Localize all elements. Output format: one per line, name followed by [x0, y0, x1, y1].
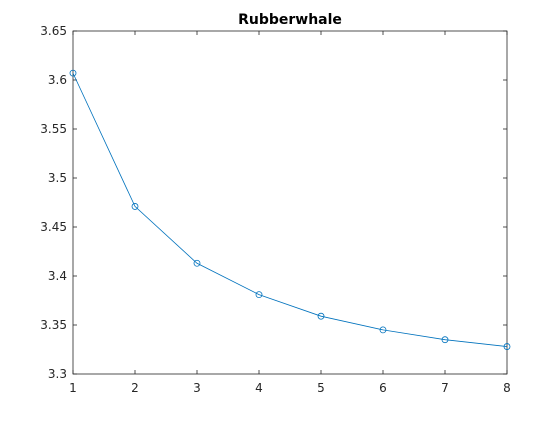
x-tick-label: 7 [441, 381, 449, 395]
chart-title: Rubberwhale [238, 12, 342, 28]
data-point-marker [379, 326, 387, 334]
series-layer [69, 69, 511, 350]
x-axis-ticks: 1 2 3 4 5 6 7 8 [69, 31, 511, 395]
data-point-marker [503, 343, 511, 350]
data-point-marker [317, 312, 325, 320]
axes-box [72, 30, 508, 375]
y-tick-label: 3.6 [48, 73, 67, 87]
y-tick-label: 3.3 [48, 367, 67, 381]
y-tick-label: 3.55 [40, 122, 67, 136]
data-point-marker [193, 259, 201, 267]
x-tick-label: 2 [131, 381, 139, 395]
series-line [72, 72, 508, 347]
x-tick-label: 6 [379, 381, 387, 395]
data-point-marker [69, 69, 77, 77]
x-tick-label: 8 [503, 381, 511, 395]
data-point-marker [441, 336, 449, 344]
y-axis-ticks: 3.3 3.35 3.4 3.45 3.5 3.55 3.6 3.65 [40, 24, 507, 381]
data-point-marker [255, 291, 263, 299]
y-tick-label: 3.4 [48, 269, 67, 283]
x-tick-label: 3 [193, 381, 201, 395]
x-tick-label: 5 [317, 381, 325, 395]
x-tick-label: 4 [255, 381, 263, 395]
data-point-marker [131, 203, 139, 210]
y-tick-label: 3.45 [40, 220, 67, 234]
axes-background [73, 31, 507, 374]
x-tick-label: 1 [69, 381, 77, 395]
y-tick-label: 3.35 [40, 318, 67, 332]
y-tick-label: 3.65 [40, 24, 67, 38]
y-tick-label: 3.5 [48, 171, 67, 185]
